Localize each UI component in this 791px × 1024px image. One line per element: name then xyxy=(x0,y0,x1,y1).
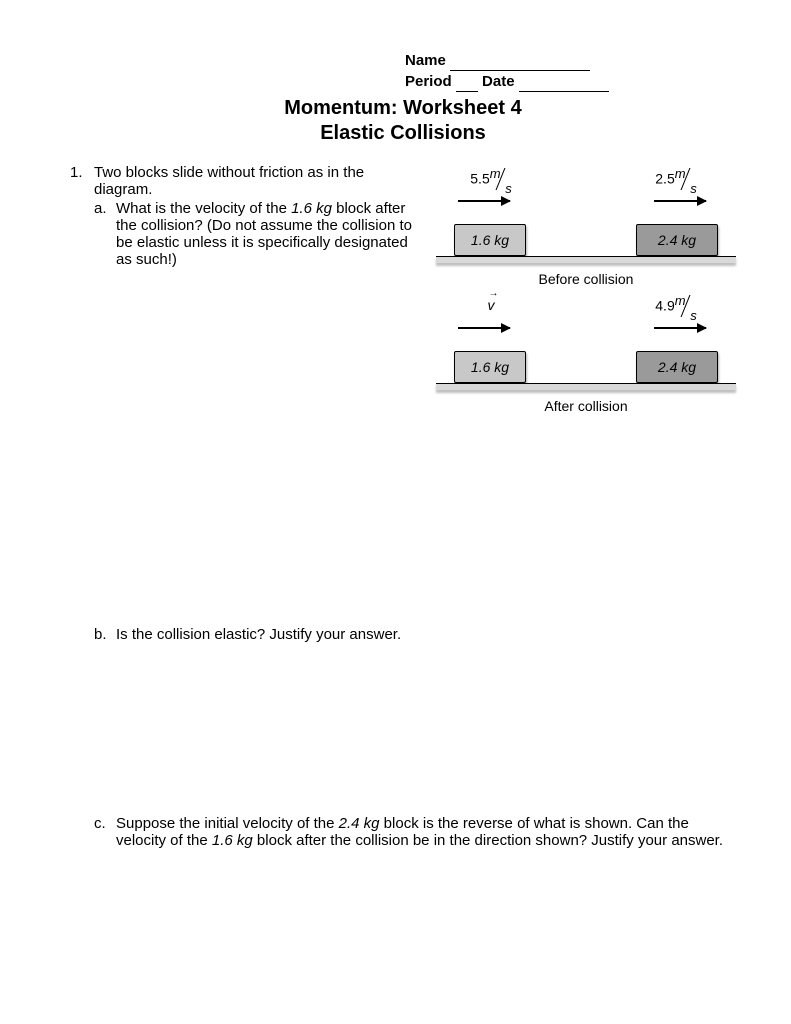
answer-space-b xyxy=(70,643,736,813)
q1a-text: What is the velocity of the 1.6 kg block… xyxy=(116,200,424,268)
before-v1-value: 5.5 xyxy=(470,171,489,187)
before-v1-label: 5.5ms xyxy=(456,170,526,190)
q1c-letter: c. xyxy=(94,815,116,832)
q1c: c. Suppose the initial velocity of the 2… xyxy=(94,815,736,849)
q1c-mass1: 2.4 kg xyxy=(339,815,380,832)
title-line-1: Momentum: Worksheet 4 xyxy=(70,96,736,121)
arrow-right-icon xyxy=(458,200,510,202)
before-block-1: 1.6 kg xyxy=(454,224,526,256)
q1a-mass: 1.6 kg xyxy=(291,200,332,217)
before-v2-value: 2.5 xyxy=(655,171,674,187)
q1b: b. Is the collision elastic? Justify you… xyxy=(94,626,736,643)
q1a: a. What is the velocity of the 1.6 kg bl… xyxy=(94,200,424,268)
after-block-1: 1.6 kg xyxy=(454,351,526,383)
after-block-2: 2.4 kg xyxy=(636,351,718,383)
date-label: Date xyxy=(482,73,515,90)
name-field: Name xyxy=(405,50,736,71)
page-title: Momentum: Worksheet 4 Elastic Collisions xyxy=(70,96,736,146)
header-fields: Name Period Date xyxy=(405,50,736,92)
collision-diagram: 5.5ms 2.5ms 1.6 kg 2.4 kg Before collisi… xyxy=(436,164,736,424)
title-line-2: Elastic Collisions xyxy=(70,121,736,146)
q1c-pre: Suppose the initial velocity of the xyxy=(116,815,339,832)
period-date-field: Period Date xyxy=(405,71,736,92)
arrow-right-icon xyxy=(458,327,510,329)
before-block-2: 2.4 kg xyxy=(636,224,718,256)
unit-ms-icon: ms xyxy=(490,170,512,190)
period-blank[interactable] xyxy=(456,91,478,92)
answer-space-a xyxy=(70,424,736,624)
period-label: Period xyxy=(405,73,452,90)
before-m1: 1.6 kg xyxy=(471,232,509,248)
after-m1: 1.6 kg xyxy=(471,359,509,375)
after-v2-value: 4.9 xyxy=(655,298,674,314)
surface-icon xyxy=(436,383,736,390)
q1c-post: block after the collision be in the dire… xyxy=(253,832,723,849)
surface-icon xyxy=(436,256,736,263)
question-1: 1. Two blocks slide without friction as … xyxy=(70,164,736,849)
arrow-right-icon xyxy=(654,200,706,202)
before-scene: 5.5ms 2.5ms 1.6 kg 2.4 kg xyxy=(436,170,736,275)
q1a-pre: What is the velocity of the xyxy=(116,200,291,217)
q1c-mass2: 1.6 kg xyxy=(212,832,253,849)
q1b-text: Is the collision elastic? Justify your a… xyxy=(116,626,736,643)
after-m2: 2.4 kg xyxy=(658,359,696,375)
name-label: Name xyxy=(405,52,446,69)
q1b-letter: b. xyxy=(94,626,116,643)
after-v2-label: 4.9ms xyxy=(636,297,716,317)
before-v2-label: 2.5ms xyxy=(636,170,716,190)
q1c-text: Suppose the initial velocity of the 2.4 … xyxy=(116,815,736,849)
arrow-right-icon xyxy=(654,327,706,329)
unit-ms-icon: ms xyxy=(675,297,697,317)
unit-ms-icon: ms xyxy=(675,170,697,190)
worksheet-page: Name Period Date Momentum: Worksheet 4 E… xyxy=(0,0,791,899)
date-blank[interactable] xyxy=(519,91,609,92)
q1-body: Two blocks slide without friction as in … xyxy=(94,164,436,268)
after-v1-label: v xyxy=(456,297,526,313)
velocity-vector-icon: v xyxy=(488,297,495,313)
q1-intro: Two blocks slide without friction as in … xyxy=(94,164,424,198)
before-m2: 2.4 kg xyxy=(658,232,696,248)
q1a-letter: a. xyxy=(94,200,116,217)
q1-number: 1. xyxy=(70,164,94,181)
after-scene: v 4.9ms 1.6 kg 2.4 kg xyxy=(436,297,736,402)
